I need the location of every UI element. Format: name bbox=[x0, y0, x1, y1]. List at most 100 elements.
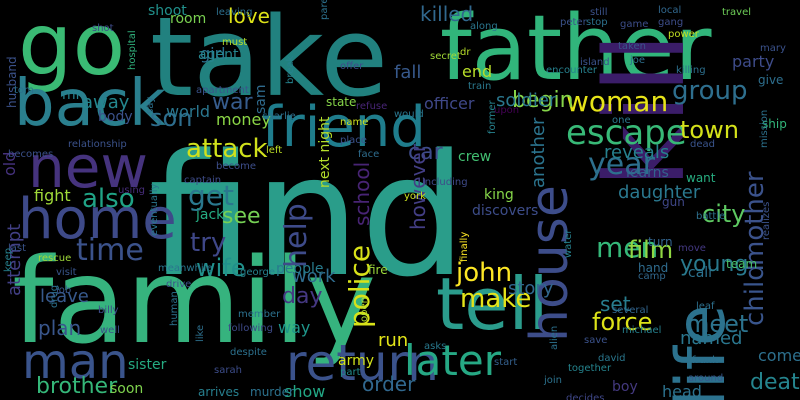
word: show bbox=[284, 382, 326, 400]
word: becomes bbox=[8, 149, 54, 160]
word: john bbox=[456, 258, 513, 288]
word: return bbox=[286, 334, 439, 392]
word: despite bbox=[230, 347, 267, 358]
word: local bbox=[658, 5, 682, 16]
word: leaving bbox=[216, 7, 253, 18]
word: train bbox=[468, 81, 492, 92]
word: camp bbox=[638, 271, 666, 282]
word: meet bbox=[686, 310, 749, 338]
word: meanwhile bbox=[158, 263, 213, 274]
word: party bbox=[732, 52, 775, 71]
word: rescue bbox=[38, 253, 72, 264]
word: ship bbox=[762, 117, 787, 131]
word: young bbox=[680, 252, 749, 277]
word: killing bbox=[676, 65, 706, 76]
word: alien bbox=[549, 325, 560, 350]
word: member bbox=[238, 309, 281, 320]
word: team bbox=[726, 257, 758, 271]
word: leave bbox=[40, 286, 89, 307]
word: frank bbox=[692, 355, 718, 366]
word: joe bbox=[630, 55, 646, 66]
word: school bbox=[350, 161, 374, 226]
word: taken bbox=[618, 41, 646, 52]
word: make bbox=[460, 284, 532, 314]
word: new bbox=[28, 133, 148, 201]
word: come bbox=[758, 346, 800, 365]
word: captain bbox=[184, 175, 222, 186]
word: back bbox=[14, 67, 167, 141]
word: state bbox=[326, 95, 357, 109]
word: using bbox=[118, 185, 146, 196]
word: charlie bbox=[262, 111, 296, 122]
word: realizes bbox=[761, 201, 772, 240]
word: discovers bbox=[472, 203, 539, 219]
word: film bbox=[628, 236, 674, 264]
word: find bbox=[148, 118, 467, 314]
word: year bbox=[588, 147, 655, 182]
word: start bbox=[494, 357, 518, 368]
word: officer bbox=[424, 94, 475, 113]
word: fire bbox=[368, 263, 388, 277]
word: soldier bbox=[496, 90, 557, 111]
word: dead bbox=[690, 139, 715, 150]
word: like bbox=[195, 324, 206, 342]
word: jack bbox=[196, 207, 225, 223]
word: plan bbox=[38, 316, 82, 340]
word: last bbox=[8, 243, 27, 254]
word: murder bbox=[250, 385, 294, 399]
word: sister bbox=[128, 357, 167, 373]
word: give bbox=[758, 73, 784, 87]
word: including bbox=[422, 177, 468, 188]
word: battle bbox=[696, 211, 726, 222]
word: killed bbox=[420, 2, 474, 26]
word: stop bbox=[586, 17, 608, 28]
word: brother bbox=[36, 374, 118, 399]
word: place bbox=[340, 135, 367, 146]
word: finally bbox=[459, 231, 470, 262]
word: money bbox=[216, 110, 271, 129]
word: another bbox=[528, 117, 549, 188]
word: work bbox=[292, 266, 336, 287]
word: still bbox=[590, 7, 608, 18]
word: call bbox=[688, 265, 713, 281]
word: king bbox=[484, 187, 514, 203]
word: face bbox=[358, 149, 380, 160]
word: want bbox=[686, 171, 716, 185]
word: dr bbox=[460, 47, 471, 58]
word: job bbox=[56, 285, 72, 296]
word: car bbox=[408, 140, 443, 165]
word: asks bbox=[424, 341, 447, 352]
word: fall bbox=[394, 62, 422, 83]
word: sarah bbox=[214, 365, 242, 376]
word: take bbox=[150, 0, 388, 121]
word: family bbox=[12, 232, 377, 370]
word: father bbox=[440, 0, 712, 101]
word: one bbox=[612, 115, 631, 126]
word: crew bbox=[458, 149, 492, 165]
word: city bbox=[702, 200, 746, 228]
word: shot bbox=[92, 23, 114, 34]
word: order bbox=[362, 372, 416, 396]
word: town bbox=[680, 116, 739, 144]
word: game bbox=[620, 19, 649, 30]
word: escape bbox=[566, 113, 687, 153]
word: keep bbox=[3, 247, 14, 272]
word: visit bbox=[56, 267, 77, 278]
word: girl bbox=[200, 44, 226, 63]
word: end bbox=[462, 62, 493, 81]
word: also bbox=[82, 184, 135, 214]
word: love bbox=[228, 4, 270, 28]
word: part bbox=[340, 367, 361, 378]
word: away bbox=[82, 92, 130, 113]
word: power bbox=[668, 29, 699, 40]
word: force bbox=[592, 308, 653, 336]
word: war bbox=[212, 90, 253, 115]
word: agent bbox=[198, 47, 239, 63]
word: offer bbox=[340, 61, 364, 72]
word: hand bbox=[638, 261, 669, 275]
word: story bbox=[508, 278, 554, 299]
word: several bbox=[612, 305, 649, 316]
word: son bbox=[150, 104, 193, 132]
word: next night bbox=[317, 116, 333, 188]
